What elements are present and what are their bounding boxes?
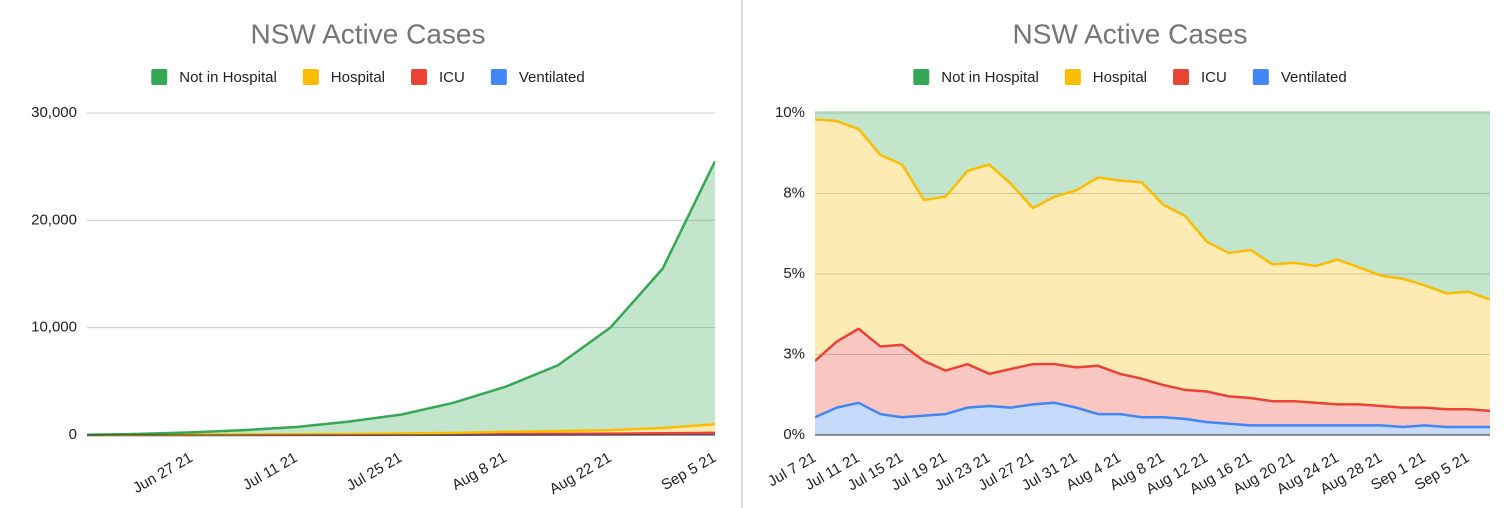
legend-swatch — [913, 69, 930, 85]
plot-area — [87, 160, 715, 437]
y-tick-label: 10,000 — [31, 319, 77, 336]
y-tick-label: 20,000 — [31, 211, 77, 228]
y-tick-label: 0% — [783, 426, 805, 443]
legend-swatch — [490, 69, 507, 85]
area-fill — [815, 402, 1490, 435]
legend-label: Ventilated — [1281, 69, 1347, 86]
legend-swatch — [1064, 69, 1081, 85]
y-tick-label: 5% — [783, 265, 805, 282]
legend: Not in Hospital Hospital ICU Ventilated — [151, 69, 585, 86]
legend-label: ICU — [439, 69, 465, 86]
legend-swatch — [151, 69, 168, 85]
series-line — [815, 401, 1490, 429]
area-fill — [815, 119, 1490, 411]
legend-label: ICU — [1201, 69, 1227, 86]
legend-swatch — [411, 69, 428, 85]
chart-title: NSW Active Cases — [251, 18, 486, 49]
legend-label: Not in Hospital — [941, 69, 1039, 86]
legend-swatch — [1173, 69, 1190, 85]
y-tick-label: 8% — [783, 184, 805, 201]
x-tick-label: Jul 25 21 — [344, 449, 405, 494]
legend-swatch — [1252, 69, 1269, 85]
y-tick-label: 10% — [775, 104, 805, 121]
series-line — [815, 327, 1490, 413]
series-line — [815, 118, 1490, 301]
x-tick-label: Aug 8 21 — [449, 449, 510, 494]
x-tick-label: Jul 11 21 — [240, 449, 300, 494]
area-fill — [87, 424, 715, 435]
legend: Not in Hospital Hospital ICU Ventilated — [913, 69, 1347, 86]
y-tick-label: 0 — [69, 426, 77, 443]
x-tick-label: Aug 22 21 — [547, 449, 615, 498]
x-tick-label: Jun 27 21 — [130, 449, 196, 497]
plot-area — [815, 111, 1490, 435]
legend-swatch — [302, 69, 319, 85]
series-line — [87, 160, 715, 437]
area-fill — [815, 328, 1490, 427]
legend-label: Not in Hospital — [179, 69, 277, 86]
y-tick-label: 30,000 — [31, 104, 77, 121]
legend-label: Hospital — [1093, 69, 1147, 86]
x-tick-label: Sep 5 21 — [658, 449, 719, 494]
y-tick-label: 3% — [783, 345, 805, 362]
area-fill — [815, 111, 1490, 300]
chart-title: NSW Active Cases — [1013, 18, 1248, 49]
area-fill — [87, 161, 715, 435]
legend-label: Hospital — [331, 69, 385, 86]
legend-label: Ventilated — [519, 69, 585, 86]
